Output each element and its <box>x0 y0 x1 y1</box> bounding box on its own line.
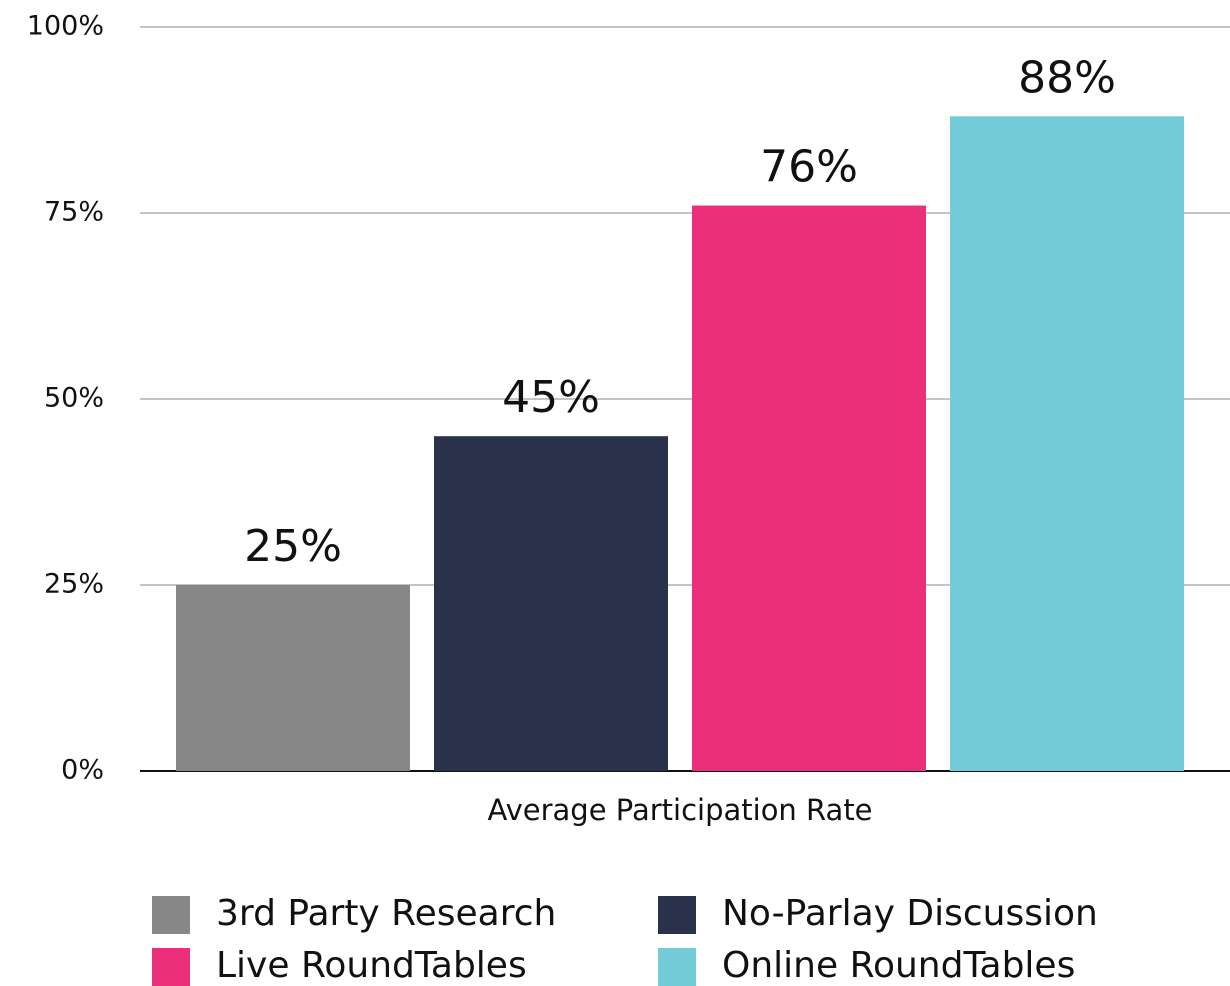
y-tick-label: 100% <box>27 11 104 42</box>
legend-label: No-Parlay Discussion <box>722 893 1098 934</box>
legend-swatch <box>152 948 190 986</box>
y-tick-label: 25% <box>44 569 104 600</box>
bar <box>176 585 410 771</box>
x-category-label: Average Participation Rate <box>487 793 872 827</box>
legend-swatch <box>658 948 696 986</box>
legend-swatch <box>152 896 190 934</box>
bar <box>434 436 668 771</box>
legend-swatch <box>658 896 696 934</box>
legend-label: Online RoundTables <box>722 945 1075 986</box>
legend-label: Live RoundTables <box>216 945 527 986</box>
y-tick-label: 75% <box>44 197 104 228</box>
y-tick-label: 0% <box>61 755 104 786</box>
value-label: 88% <box>1018 52 1116 103</box>
legend-label: 3rd Party Research <box>216 893 556 934</box>
value-label: 45% <box>502 372 600 423</box>
bar <box>950 116 1184 771</box>
y-tick-label: 50% <box>44 383 104 414</box>
value-label: 76% <box>760 142 858 193</box>
bar <box>692 205 926 771</box>
value-label: 25% <box>244 521 342 572</box>
